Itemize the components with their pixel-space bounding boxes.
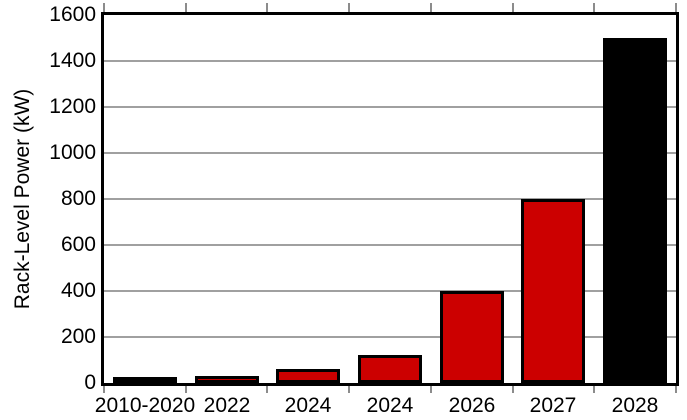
bottom-axis-tick bbox=[348, 386, 350, 393]
top-axis-tick bbox=[185, 3, 187, 12]
x-tick-label: 2027 bbox=[529, 394, 577, 417]
x-tick-label: 2026 bbox=[448, 394, 496, 417]
bottom-axis-tick bbox=[675, 386, 677, 393]
top-axis-tick bbox=[593, 3, 595, 12]
y-tick-label: 800 bbox=[60, 187, 96, 210]
x-tick-label: 2024 bbox=[284, 394, 332, 417]
y-tick-label: 1400 bbox=[49, 49, 96, 72]
gridline bbox=[104, 290, 676, 292]
top-axis-tick bbox=[103, 3, 105, 12]
plot-area bbox=[101, 3, 679, 393]
bar-2027 bbox=[521, 199, 585, 383]
y-tick-label: 600 bbox=[60, 233, 96, 256]
x-tick-label: 2022 bbox=[203, 394, 251, 417]
bottom-axis-tick bbox=[512, 386, 514, 393]
y-tick-label: 0 bbox=[84, 371, 96, 394]
gridline bbox=[104, 244, 676, 246]
bar-2010-2020 bbox=[113, 377, 177, 383]
x-tick-label: 2010-2020 bbox=[94, 394, 196, 417]
bar-2022 bbox=[195, 376, 259, 383]
y-tick-label: 1200 bbox=[49, 95, 96, 118]
gridline bbox=[104, 336, 676, 338]
top-axis-tick bbox=[512, 3, 514, 12]
bottom-axis-tick bbox=[185, 386, 187, 393]
top-axis-tick bbox=[430, 3, 432, 12]
top-axis-tick bbox=[675, 3, 677, 12]
top-axis-tick bbox=[266, 3, 268, 12]
y-tick-label: 1600 bbox=[49, 3, 96, 26]
bottom-axis-tick bbox=[593, 386, 595, 393]
bar-2026 bbox=[440, 291, 504, 383]
gridline bbox=[104, 152, 676, 154]
gridline bbox=[104, 106, 676, 108]
gridline bbox=[104, 60, 676, 62]
bottom-axis-tick bbox=[103, 386, 105, 393]
y-tick-label: 1000 bbox=[49, 141, 96, 164]
x-tick-label: 2028 bbox=[611, 394, 659, 417]
bottom-axis-tick bbox=[430, 386, 432, 393]
x-tick-label: 2024 bbox=[366, 394, 414, 417]
bottom-axis-tick bbox=[266, 386, 268, 393]
top-axis-tick bbox=[348, 3, 350, 12]
gridline bbox=[104, 198, 676, 200]
y-tick-label: 200 bbox=[60, 325, 96, 348]
y-tick-label: 400 bbox=[60, 279, 96, 302]
bar-2024 bbox=[276, 369, 340, 383]
bar-2024 bbox=[358, 355, 422, 383]
bar-2028 bbox=[603, 38, 667, 383]
